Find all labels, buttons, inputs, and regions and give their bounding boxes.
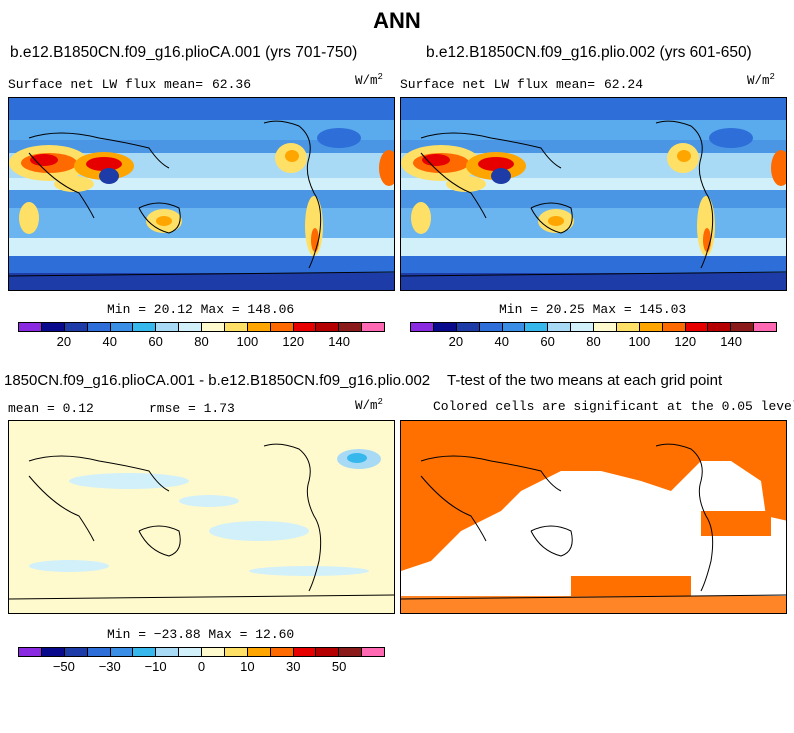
colorbar-tick-label: −50 (52, 659, 75, 674)
colorbar-segment (247, 323, 271, 331)
colorbar-segment (202, 323, 225, 331)
panel-title-bottom-left: 1850CN.f09_g16.plioCA.001 - b.e12.B1850C… (4, 372, 431, 389)
colorbar-segment (41, 323, 65, 331)
colorbar-segment (316, 323, 340, 331)
colorbar-segment (19, 648, 42, 656)
colorbar-segment (502, 323, 526, 331)
colorbar-top-left (18, 322, 385, 332)
colorbar-segment (433, 323, 457, 331)
colorbar-segment (571, 323, 594, 331)
colorbar-segment (19, 323, 42, 331)
colorbar-top-right (410, 322, 777, 332)
panel-title-top-left: b.e12.B1850CN.f09_g16.plioCA.001 (yrs 70… (10, 44, 358, 61)
colorbar-segment (156, 323, 180, 331)
colorbar-tick-label: 10 (240, 659, 255, 674)
colorbar-bottom-left (18, 647, 385, 657)
colorbar-segment (41, 648, 65, 656)
colorbar-segment (87, 323, 111, 331)
variable-label-top-right: Surface net LW flux mean= (400, 77, 596, 92)
colorbar-segment (548, 323, 572, 331)
colorbar-segment (754, 323, 776, 331)
colorbar-tick-label: 40 (102, 334, 117, 349)
colorbar-segment (685, 323, 709, 331)
mean-value-top-left: 62.36 (212, 77, 252, 92)
rmse-text-bottom-left: rmse = 1.73 (149, 401, 235, 416)
panel-title-top-right: b.e12.B1850CN.f09_g16.plio.002 (yrs 601-… (426, 44, 752, 61)
colorbar-segment (179, 648, 202, 656)
colorbar-segment (339, 323, 363, 331)
panel-title-bottom-right: T-test of the two means at each grid poi… (447, 372, 723, 389)
colorbar-segment (110, 648, 134, 656)
colorbar-segment (87, 648, 111, 656)
colorbar-segment (202, 648, 225, 656)
map-panel-bottom-right (400, 420, 787, 614)
units-top-right: W/m2 (747, 72, 775, 89)
colorbar-tick-label: 100 (236, 334, 259, 349)
colorbar-segment (133, 648, 157, 656)
colorbar-segment (270, 323, 294, 331)
colorbar-segment (616, 323, 640, 331)
colorbar-segment (362, 323, 384, 331)
colorbar-tick-label: 140 (720, 334, 742, 349)
colorbar-segment (64, 323, 88, 331)
colorbar-tick-label: 120 (282, 334, 305, 349)
map-panel-bottom-left (8, 420, 395, 614)
colorbar-segment (594, 323, 617, 331)
colorbar-tick-label: 20 (56, 334, 72, 349)
figure-title: ANN (373, 8, 421, 33)
ttest-map-bottom-right (401, 421, 786, 613)
colorbar-tick-label: −10 (144, 659, 167, 674)
colorbar-segment (662, 323, 686, 331)
colorbar-segment (411, 323, 434, 331)
subtitle-bottom-right: Colored cells are significant at the 0.0… (433, 399, 794, 414)
colorbar-tick-label: 40 (494, 334, 509, 349)
colorbar-tick-label: 120 (674, 334, 697, 349)
colorbar-tick-label: 0 (197, 659, 206, 674)
colorbar-tick-label: 20 (448, 334, 464, 349)
colorbar-tick-label: 100 (628, 334, 651, 349)
colorbar-tick-label: 60 (540, 334, 555, 349)
colorbar-segment (479, 323, 503, 331)
flux-map-top-left (9, 98, 394, 290)
map-panel-top-left (8, 97, 395, 291)
colorbar-segment (316, 648, 340, 656)
colorbar-segment (270, 648, 294, 656)
colorbar-segment (110, 323, 134, 331)
colorbar-segment (731, 323, 755, 331)
mean-value-top-right: 62.24 (604, 77, 644, 92)
minmax-top-right: Min = 20.25 Max = 145.03 (499, 302, 687, 317)
colorbar-segment (224, 648, 248, 656)
units-bottom-left: W/m2 (355, 397, 383, 414)
colorbar-tick-label: 50 (331, 659, 347, 674)
colorbar-segment (525, 323, 549, 331)
colorbar-tick-label: 30 (286, 659, 301, 674)
colorbar-tick-label: −30 (98, 659, 121, 674)
flux-map-top-right (401, 98, 786, 290)
colorbar-segment (156, 648, 180, 656)
colorbar-segment (224, 323, 248, 331)
colorbar-tick-label: 60 (148, 334, 163, 349)
colorbar-segment (708, 323, 732, 331)
colorbar-segment (293, 648, 317, 656)
colorbar-segment (639, 323, 663, 331)
colorbar-segment (179, 323, 202, 331)
colorbar-segment (339, 648, 363, 656)
diff-map-bottom-left (9, 443, 394, 600)
colorbar-segment (64, 648, 88, 656)
minmax-top-left: Min = 20.12 Max = 148.06 (107, 302, 295, 317)
colorbar-tick-label: 80 (194, 334, 209, 349)
colorbar-segment (293, 323, 317, 331)
mean-text-bottom-left: mean = 0.12 (8, 401, 94, 416)
units-top-left: W/m2 (355, 72, 383, 89)
variable-label-top-left: Surface net LW flux mean= (8, 77, 204, 92)
minmax-bottom-left: Min = −23.88 Max = 12.60 (107, 627, 295, 642)
colorbar-tick-label: 80 (586, 334, 601, 349)
colorbar-segment (362, 648, 384, 656)
map-panel-top-right (400, 97, 787, 291)
colorbar-segment (133, 323, 157, 331)
colorbar-segment (456, 323, 480, 331)
colorbar-tick-label: 140 (328, 334, 350, 349)
colorbar-segment (247, 648, 271, 656)
